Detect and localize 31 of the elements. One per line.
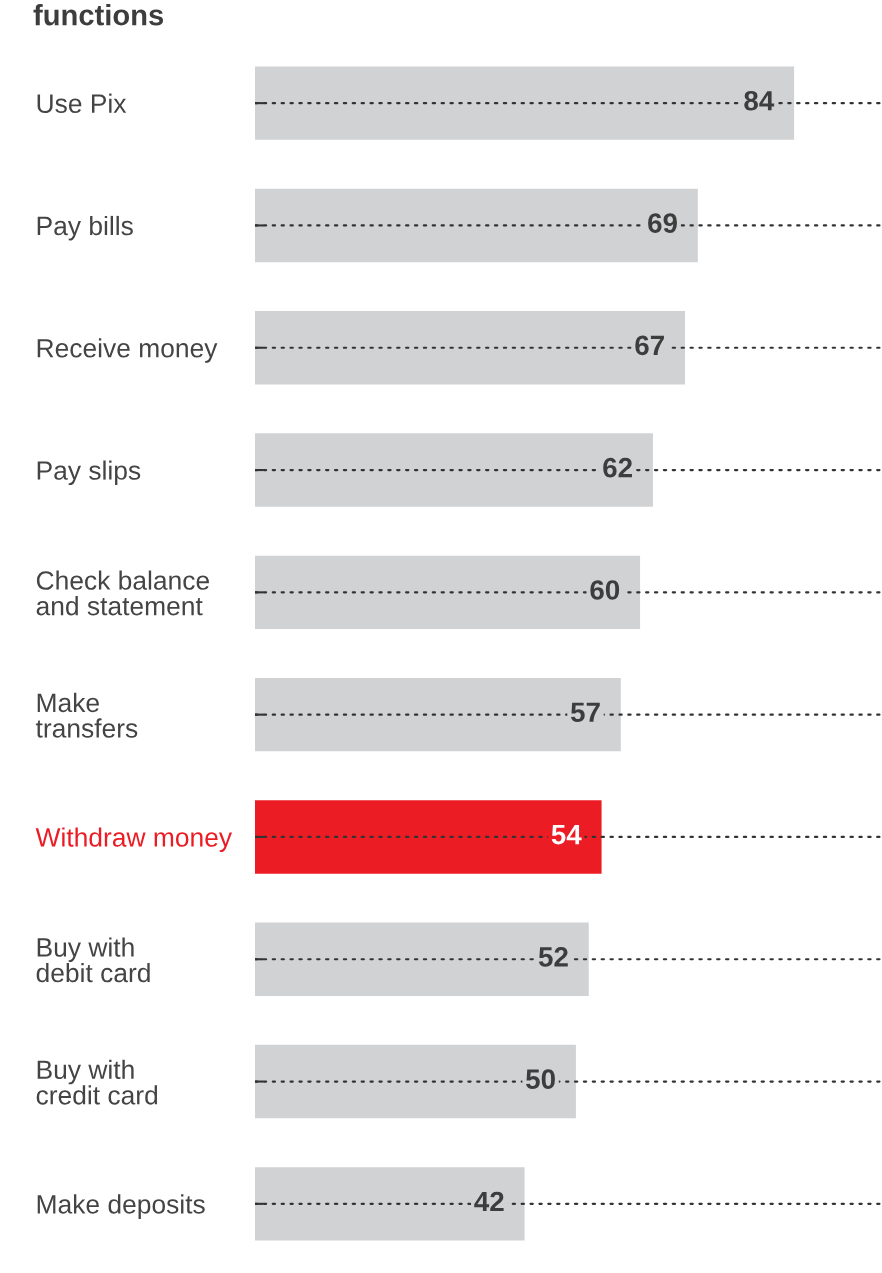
bar (255, 188, 698, 263)
y-tick-label: Use Pix (37, 93, 127, 113)
data-label: 54 (551, 825, 582, 845)
bar (255, 800, 602, 874)
bar (255, 677, 621, 752)
bar (255, 311, 686, 385)
y-tick-label: Check balance and statement (36, 570, 209, 616)
data-label: 69 (648, 213, 677, 233)
data-label: 62 (603, 457, 632, 478)
chart-title: functions (33, 4, 164, 26)
data-label: 60 (590, 580, 620, 600)
y-tick-label: Pay bills (37, 215, 133, 241)
y-tick-label: Pay slips (37, 460, 141, 486)
bar (255, 1167, 525, 1241)
bar (255, 922, 589, 996)
data-label: 67 (635, 335, 664, 356)
data-label: 50 (526, 1069, 555, 1090)
data-label: 42 (474, 1191, 504, 1212)
bar (255, 1044, 576, 1119)
data-label: 52 (538, 947, 568, 967)
data-label: 57 (570, 702, 600, 723)
bar (255, 66, 795, 140)
y-tick-label: Make transfers (35, 692, 138, 738)
y-tick-label: Make deposits (37, 1194, 205, 1219)
y-tick-label: Buy with credit card (36, 1059, 158, 1105)
bar (255, 433, 653, 507)
y-tick-label: Withdraw money (35, 827, 233, 852)
y-tick-label: Buy with debit card (36, 937, 150, 983)
bar (255, 555, 641, 630)
y-tick-label: Receive money (37, 338, 218, 363)
data-label: 84 (744, 90, 775, 111)
